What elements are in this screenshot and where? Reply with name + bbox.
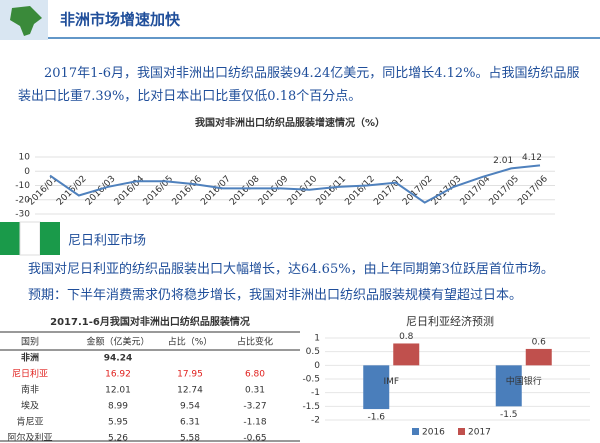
data-label: 0.8 xyxy=(399,332,414,342)
bar xyxy=(363,365,390,410)
data-label: -1.5 xyxy=(500,410,518,420)
paragraph: 2017年1-6月，我国对非洲出口纺织品服装94.24亿美元，同比增长4.12%… xyxy=(18,66,580,104)
table-title: 2017.1-6月我国对非洲出口纺织品服装情况 xyxy=(50,315,250,328)
bar xyxy=(525,348,552,366)
legend-label: 2017 xyxy=(468,428,491,438)
table-header: 占比（%） xyxy=(168,336,213,348)
table-cell: 12.74 xyxy=(177,386,203,396)
y-tick-label: -0.5 xyxy=(302,375,320,385)
y-tick-label: 0.5 xyxy=(306,347,320,357)
x-tick-label: 2017/05 xyxy=(488,174,522,208)
x-tick-label: 2017/06 xyxy=(516,174,550,208)
table-cell: -0.65 xyxy=(243,434,266,443)
table-cell: 尼日利亚 xyxy=(12,368,48,380)
chart-title: 我国对非洲出口纺织品服装增速情况（%） xyxy=(195,116,385,129)
flag-green xyxy=(0,222,20,255)
x-tick-label: 2017/01 xyxy=(372,174,406,208)
table-cell: 埃及 xyxy=(21,400,39,412)
legend-swatch xyxy=(458,428,465,435)
table-cell: 5.26 xyxy=(108,434,128,443)
africa-icon xyxy=(10,6,42,36)
table-cell: 非洲 xyxy=(21,352,39,364)
x-tick-label: 2016/05 xyxy=(142,174,176,208)
x-tick-label: 2016/09 xyxy=(257,174,291,208)
table-cell: 肯尼亚 xyxy=(16,416,43,428)
y-tick-label: -2 xyxy=(311,416,320,426)
x-tick-label: 2016/04 xyxy=(113,174,147,208)
bar xyxy=(495,365,522,407)
y-tick-label: 10 xyxy=(19,153,31,163)
y-tick-label: -30 xyxy=(15,210,30,220)
bar xyxy=(393,343,420,366)
table-cell: 9.54 xyxy=(180,402,200,412)
y-tick-label: -20 xyxy=(15,195,30,205)
table-cell: 6.31 xyxy=(180,418,200,428)
y-tick-label: 1 xyxy=(314,334,320,344)
data-label: 0.6 xyxy=(532,337,547,347)
legend-swatch xyxy=(412,428,419,435)
table-cell: 8.99 xyxy=(108,402,128,412)
table-header: 金额（亿美元） xyxy=(86,336,149,348)
table-cell: 南非 xyxy=(21,384,39,396)
table-cell: 94.24 xyxy=(104,354,132,364)
section-title: 尼日利亚市场 xyxy=(68,233,146,249)
table-cell: 17.95 xyxy=(177,370,203,380)
x-tick-label: 2016/11 xyxy=(315,174,349,208)
x-tick-label: 2016/07 xyxy=(199,174,233,208)
paragraph: 预期：下半年消费需求仍将稳步增长，我国对非洲出口纺织品服装规模有望超过日本。 xyxy=(28,288,523,303)
y-tick-label: -1 xyxy=(311,388,320,398)
data-label: 2.01 xyxy=(493,156,513,166)
x-tick-label: 2016/03 xyxy=(84,174,118,208)
paragraph: 我国对尼日利亚的纺织品服装出口大幅增长，达64.65%，由上年同期第3位跃居首位… xyxy=(28,262,554,277)
x-tick-label: 2016/10 xyxy=(286,174,320,208)
flag-green xyxy=(40,222,60,255)
table-cell: 阿尔及利亚 xyxy=(7,432,52,443)
y-tick-label: -1.5 xyxy=(302,402,320,412)
chart-title: 尼日利亚经济预测 xyxy=(406,314,494,328)
x-tick-label: 2016/12 xyxy=(343,174,377,208)
data-label: 4.12 xyxy=(522,153,542,163)
table-header: 国别 xyxy=(21,337,39,348)
table-cell: 5.95 xyxy=(108,418,128,428)
x-tick-label: 2016/08 xyxy=(228,174,262,208)
header-title: 非洲市场增速加快 xyxy=(60,11,181,29)
legend-label: 2016 xyxy=(422,428,445,438)
y-tick-label: -10 xyxy=(15,181,30,191)
table-header: 占比变化 xyxy=(237,336,273,348)
data-label: -1.6 xyxy=(367,413,385,423)
table-cell: 0.31 xyxy=(245,386,265,396)
table-cell: 6.80 xyxy=(245,370,265,380)
table-cell: -1.18 xyxy=(243,418,267,428)
x-tick-label: 2016/06 xyxy=(170,174,204,208)
table-cell: 12.01 xyxy=(105,386,131,396)
table-cell: 16.92 xyxy=(105,370,131,380)
x-tick-label: 中国银行 xyxy=(506,375,542,387)
table-cell: 5.58 xyxy=(180,434,200,443)
flag-white xyxy=(19,221,41,256)
y-tick-label: 0 xyxy=(24,167,30,177)
line xyxy=(49,164,541,204)
x-tick-label: IMF xyxy=(383,377,399,387)
table-cell: -3.27 xyxy=(243,402,266,412)
y-tick-label: 0 xyxy=(314,361,320,371)
